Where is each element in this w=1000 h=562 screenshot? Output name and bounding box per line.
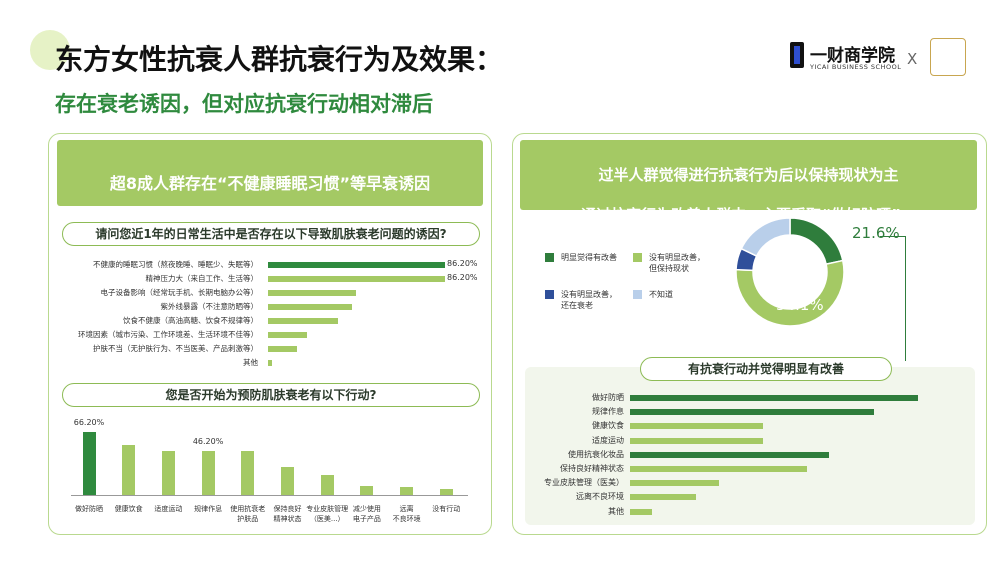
right-banner: 过半人群觉得进行抗衰行为后以保持现状为主 通过抗衰行为改善人群中，主要采取“做好… (520, 140, 977, 264)
bar (82, 432, 96, 495)
bar (630, 466, 808, 472)
category-label: 专业皮肤管理（医美） (544, 478, 624, 488)
category-label: 环境因素（城市污染、工作环境差、生活环境不佳等） (78, 330, 258, 339)
bar (268, 276, 445, 282)
bar (400, 486, 414, 495)
logo-name: 一财商学院 (810, 46, 895, 66)
bar (630, 409, 874, 416)
bar (630, 437, 763, 444)
category-label: 规律作息 (592, 407, 624, 417)
category-label: 护肤不当（无护肤行为、不当医美、产品刺激等） (93, 344, 258, 353)
bar (630, 508, 653, 515)
donut-slice (735, 259, 845, 327)
banner-line: 通过抗衰行为改善人群中，主要采取“做好防晒”、 (581, 206, 916, 224)
value-label: 46.20% (192, 437, 224, 447)
value-label: 66.20% (73, 418, 105, 427)
category-label: 其他 (243, 358, 258, 367)
category-label: 专业皮肤管理 （医美...） (306, 505, 349, 523)
category-label: 远离 不良环境 (392, 505, 421, 523)
category-label: 使用抗衰老 护肤品 (230, 505, 266, 523)
bar (268, 262, 445, 268)
bar (268, 332, 307, 338)
category-label: 精神压力大（来自工作、生活等） (145, 274, 259, 283)
legend-label: 没有明显改善， 还在衰老 (561, 290, 617, 310)
logo-separator: X (907, 50, 918, 68)
bar (320, 475, 334, 495)
bar (630, 494, 697, 501)
logo-english: YICAI BUSINESS SCHOOL (810, 63, 902, 71)
bar (268, 346, 297, 352)
bar (201, 451, 215, 495)
value-label: 54.1% (776, 296, 824, 314)
banner-line: 过半人群觉得进行抗衰行为后以保持现状为主 (598, 166, 899, 184)
chart-title: 您是否开始为预防肌肤衰老有以下行动? (62, 383, 480, 407)
category-label: 适度运动 (592, 435, 624, 445)
category-label: 规律作息 (194, 505, 223, 513)
bar (630, 395, 918, 401)
category-label: 其他 (608, 506, 624, 516)
legend-label: 没有明显改善， 但保持现状 (649, 253, 705, 273)
donut-slice (740, 217, 791, 258)
bar (268, 318, 338, 324)
bar (161, 451, 175, 495)
title: 东方女性抗衰人群抗衰行为及效果： (55, 43, 504, 76)
category-label: 保持良好 精神状态 (273, 505, 302, 523)
category-label: 紫外线暴露（不注意防晒等） (160, 302, 259, 311)
category-label: 使用抗衰化妆品 (568, 449, 624, 459)
category-label: 减少使用 电子产品 (352, 505, 381, 523)
partner-logo (930, 38, 966, 76)
banner-line: 超8成人群存在“不健康睡眠习惯”等早衰诱因 (109, 174, 431, 193)
value-label: 21.6% (852, 224, 900, 242)
value-label: 86.20% (447, 273, 478, 282)
legend-swatch (545, 290, 554, 299)
chart-background (525, 367, 975, 525)
connector (880, 236, 906, 361)
donut-slice (789, 217, 844, 266)
category-label: 适度运动 (154, 505, 183, 513)
bar (630, 480, 719, 487)
category-label: 做好防晒 (592, 393, 624, 402)
bar (281, 467, 294, 495)
legend-swatch (633, 253, 642, 262)
category-label: 健康饮食 (114, 505, 143, 513)
bar (360, 485, 374, 495)
category-label: 不健康的睡眠习惯（熬夜晚睡、睡眠少、失眠等） (93, 260, 258, 269)
decor-dot (30, 30, 70, 70)
category-label: 电子设备影响（经常玩手机、长期电脑办公等） (100, 288, 259, 297)
legend-swatch (633, 290, 642, 299)
bar (268, 360, 273, 366)
value-label: 86.20% (447, 259, 478, 268)
bar (630, 423, 763, 430)
logo-mark (790, 42, 804, 68)
category-label: 健康饮食 (592, 421, 624, 431)
left-banner: 超8成人群存在“不健康睡眠习惯”等早衰诱因 超6成会选择“做好防晒”抵抗晒老 (57, 140, 483, 235)
category-label: 保持良好精神状态 (560, 464, 624, 473)
legend-swatch (545, 253, 554, 262)
category-label: 没有行动 (432, 505, 461, 513)
category-label: 远离不良环境 (576, 492, 624, 502)
legend-label: 明显觉得有改善 (561, 253, 617, 262)
bar (439, 489, 453, 495)
subtitle: 存在衰老诱因，但对应抗衰行动相对滞后 (55, 92, 433, 116)
chart-title: 有抗衰行动并觉得明显有改善 (640, 357, 892, 381)
chart-title: 请问您近1年的日常生活中是否存在以下导致肌肤衰老问题的诱因? (62, 222, 480, 246)
bar (268, 290, 357, 296)
bar (241, 451, 255, 495)
category-label: 做好防晒 (75, 505, 103, 513)
bar (122, 445, 136, 495)
baseline (71, 495, 468, 496)
bar (268, 304, 353, 310)
donut-chart (735, 217, 845, 327)
legend-label: 不知道 (649, 290, 673, 299)
category-label: 饮食不健康（高油高糖、饮食不规律等） (123, 316, 258, 325)
bar (630, 451, 830, 458)
